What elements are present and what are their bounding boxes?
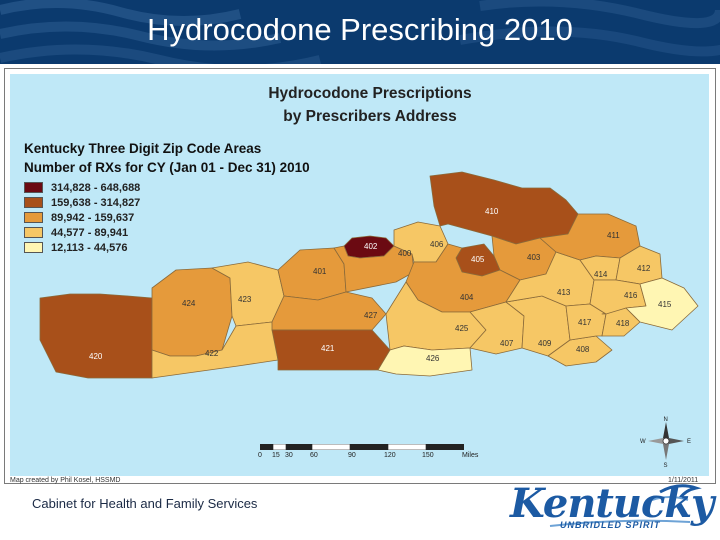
legend-heading-line1: Kentucky Three Digit Zip Code Areas	[24, 141, 262, 156]
legend-label: 314,828 - 648,688	[51, 181, 141, 194]
horse-swoosh-icon	[549, 484, 702, 527]
scale-tick-label: 150	[422, 452, 434, 459]
legend-item: 314,828 - 648,688	[24, 180, 140, 195]
legend-swatch	[24, 227, 43, 238]
kentucky-logo: Kentucky UNBRIDLED SPIRIT	[510, 478, 714, 534]
legend-label: 44,577 - 89,941	[51, 226, 129, 239]
scale-tick-label: 15	[272, 452, 280, 459]
slide-title: Hydrocodone Prescribing 2010	[147, 12, 573, 47]
legend-label: 12,113 - 44,576	[51, 241, 128, 254]
compass-e: E	[687, 439, 691, 445]
logo-tagline: UNBRIDLED SPIRIT	[560, 520, 661, 530]
scale-tick-label: 30	[285, 452, 293, 459]
legend-heading: Kentucky Three Digit Zip Code Areas Numb…	[24, 139, 310, 177]
scale-tick-label: 120	[384, 452, 396, 459]
compass-w: W	[640, 439, 646, 445]
map-date: 1/11/2011	[668, 477, 699, 484]
legend-item: 89,942 - 159,637	[24, 210, 140, 225]
map-credit: Map created by Phil Kosel, HSSMD	[10, 477, 121, 484]
map-title: Hydrocodone Prescriptions by Prescribers…	[200, 82, 540, 128]
legend-label: 89,942 - 159,637	[51, 211, 135, 224]
map-background	[10, 74, 709, 476]
legend-item: 12,113 - 44,576	[24, 240, 140, 255]
legend-item: 159,638 - 314,827	[24, 195, 140, 210]
compass-rose-icon: N S E W	[640, 417, 691, 468]
map-title-line2: by Prescribers Address	[283, 108, 457, 125]
logo-wordmark: Kentucky	[510, 480, 714, 527]
scale-tick-label: 0	[258, 452, 262, 459]
scale-labels: 0 15 30 60 90 120 150 Miles	[252, 452, 492, 464]
scale-tick-label: 60	[310, 452, 318, 459]
footer-text: Cabinet for Health and Family Services	[32, 496, 258, 511]
header-wave-pattern	[0, 0, 720, 64]
map-title-line1: Hydrocodone Prescriptions	[268, 85, 472, 102]
scale-bar-graphic	[260, 444, 464, 450]
legend-swatch	[24, 242, 43, 253]
scale-tick-label: 90	[348, 452, 356, 459]
compass-s: S	[664, 463, 668, 468]
legend-swatch	[24, 212, 43, 223]
map-legend: 314,828 - 648,688 159,638 - 314,827 89,9…	[24, 180, 140, 255]
compass-n: N	[664, 417, 668, 423]
legend-swatch	[24, 197, 43, 208]
legend-swatch	[24, 182, 43, 193]
slide-header: Hydrocodone Prescribing 2010	[0, 0, 720, 64]
scale-unit: Miles	[462, 452, 479, 459]
legend-item: 44,577 - 89,941	[24, 225, 140, 240]
legend-heading-line2: Number of RXs for CY (Jan 01 - Dec 31) 2…	[24, 160, 310, 175]
legend-label: 159,638 - 314,827	[51, 196, 141, 209]
